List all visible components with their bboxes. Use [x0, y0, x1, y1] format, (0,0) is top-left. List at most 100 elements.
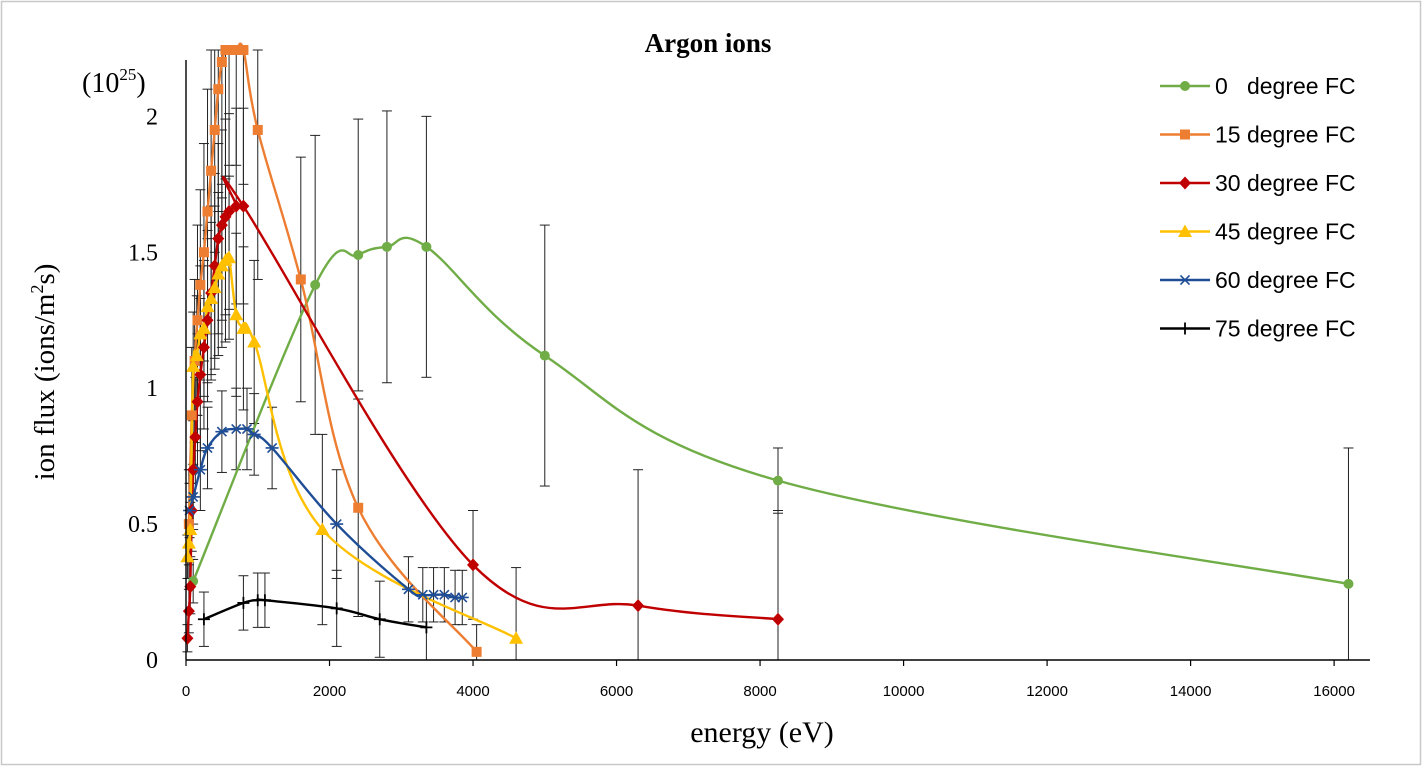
series-5-point: [420, 621, 433, 634]
legend-swatch-marker: [1178, 274, 1192, 286]
series-3-point: [183, 522, 198, 536]
legend-swatch-marker: [1179, 322, 1191, 335]
series-4-point: [401, 584, 415, 595]
series-1-point: [295, 274, 306, 285]
legend-entry: 30 degree FC: [1160, 170, 1356, 196]
series-0-point: [421, 241, 432, 252]
axes: 0 2000 4000 6000 8000 10000 12000 14000 16000 0 0.…: [128, 60, 1370, 700]
series-4-point: [215, 426, 229, 437]
series-3-point: [200, 299, 215, 313]
series-3-point: [204, 291, 219, 304]
legend-entry: 45 degree FC: [1160, 219, 1356, 245]
series-1-point: [209, 124, 220, 135]
series-3-point: [315, 522, 330, 536]
series-1-point: [183, 519, 194, 530]
series-4-point: [437, 589, 451, 600]
legend-label: 75 degree FC: [1215, 316, 1356, 342]
series-2-point: [223, 205, 236, 218]
series-1-point: [213, 84, 224, 95]
series-4-point: [186, 491, 200, 503]
legend-swatch-marker: [1180, 81, 1190, 91]
x-axis-label: energy (eV): [690, 716, 834, 749]
legend-label: 30 degree FC: [1215, 170, 1356, 196]
series-2-point: [181, 631, 194, 645]
series-0-point: [353, 249, 364, 260]
series-1-point: [216, 57, 227, 67]
series-1-point: [231, 45, 242, 55]
series-4-point: [455, 592, 469, 603]
series-1-point: [198, 247, 209, 258]
series-3-point: [189, 348, 204, 362]
series-1-point: [224, 45, 235, 55]
legend-label: 45 degree FC: [1215, 219, 1356, 245]
series-0-point: [539, 350, 550, 361]
x-tick-label: 0: [182, 683, 190, 700]
y-tick-label: 0.5: [128, 512, 158, 538]
series-1-point: [195, 279, 206, 290]
series-2-point: [632, 599, 645, 613]
series-4-point: [193, 464, 207, 475]
series-2-point: [467, 558, 480, 572]
series-4-point: [265, 442, 279, 454]
series-1-point: [238, 45, 249, 55]
legend-entry: 15 degree FC: [1160, 122, 1356, 148]
legend-label: 0 degree FC: [1215, 73, 1356, 99]
y-axis-label: ion flux (ions/m2s): [27, 264, 61, 481]
series-0-point: [773, 475, 783, 486]
x-tick-label: 10000: [883, 683, 925, 700]
series-0-point: [381, 241, 392, 252]
series-5-point: [330, 602, 343, 615]
series-2-point: [772, 612, 784, 626]
x-tick-label: 4000: [456, 683, 489, 700]
series-3-point: [186, 359, 201, 372]
legend-swatch-marker: [1178, 224, 1192, 237]
series-1-point: [186, 410, 197, 421]
series-2-point: [189, 430, 202, 444]
series-0-point: [1343, 578, 1354, 589]
series-2-point: [197, 340, 210, 354]
x-tick-label: 2000: [313, 683, 346, 700]
series-3-point: [180, 549, 195, 563]
series-3-point: [236, 321, 251, 334]
series-1-point: [206, 165, 217, 176]
series-2-point: [212, 232, 225, 246]
legend-label: 15 degree FC: [1215, 122, 1356, 148]
series-1-point: [202, 206, 213, 217]
y-tick-label: 2: [146, 104, 158, 130]
x-tick-label: 6000: [600, 683, 633, 700]
y-multiplier-label: (1025): [82, 65, 146, 99]
chart-title: Argon ions: [645, 28, 772, 58]
legend-swatch-marker: [1180, 129, 1190, 140]
series-3-point: [229, 307, 244, 321]
series-3-point: [211, 267, 226, 280]
x-tick-label: 14000: [1170, 683, 1212, 700]
y-tick-label: 0: [146, 648, 158, 674]
series-2-point: [230, 199, 243, 213]
series-4-point: [240, 423, 254, 435]
series-1-point: [252, 124, 263, 135]
series-5-point: [237, 596, 250, 609]
y-tick-label: 1.5: [128, 240, 158, 266]
series-5-point: [258, 594, 271, 607]
series-3-point: [207, 280, 222, 294]
x-tick-label: 8000: [743, 683, 776, 700]
series-5-point: [373, 613, 386, 626]
series-1-point: [471, 646, 482, 657]
legend-swatch-marker: [1179, 176, 1191, 190]
series-3-point: [247, 334, 262, 348]
series-3-point: [196, 321, 211, 334]
legend-entry: 0 degree FC: [1160, 73, 1356, 99]
series-1-point: [192, 315, 203, 326]
series-1-point: [353, 502, 364, 513]
series-markers: [180, 45, 1354, 657]
series-2-point: [191, 395, 204, 409]
series-0-point: [310, 279, 321, 290]
series-2-line: [186, 176, 779, 639]
legend-entry: 60 degree FC: [1160, 267, 1356, 293]
series-3-point: [509, 631, 524, 644]
y-tick-label: 1: [146, 376, 158, 402]
series-2-point: [237, 199, 250, 213]
series-4-point: [330, 518, 344, 530]
legend: 0 degree FC 15 degree FC 30 degree FC 45 de…: [1160, 73, 1356, 342]
